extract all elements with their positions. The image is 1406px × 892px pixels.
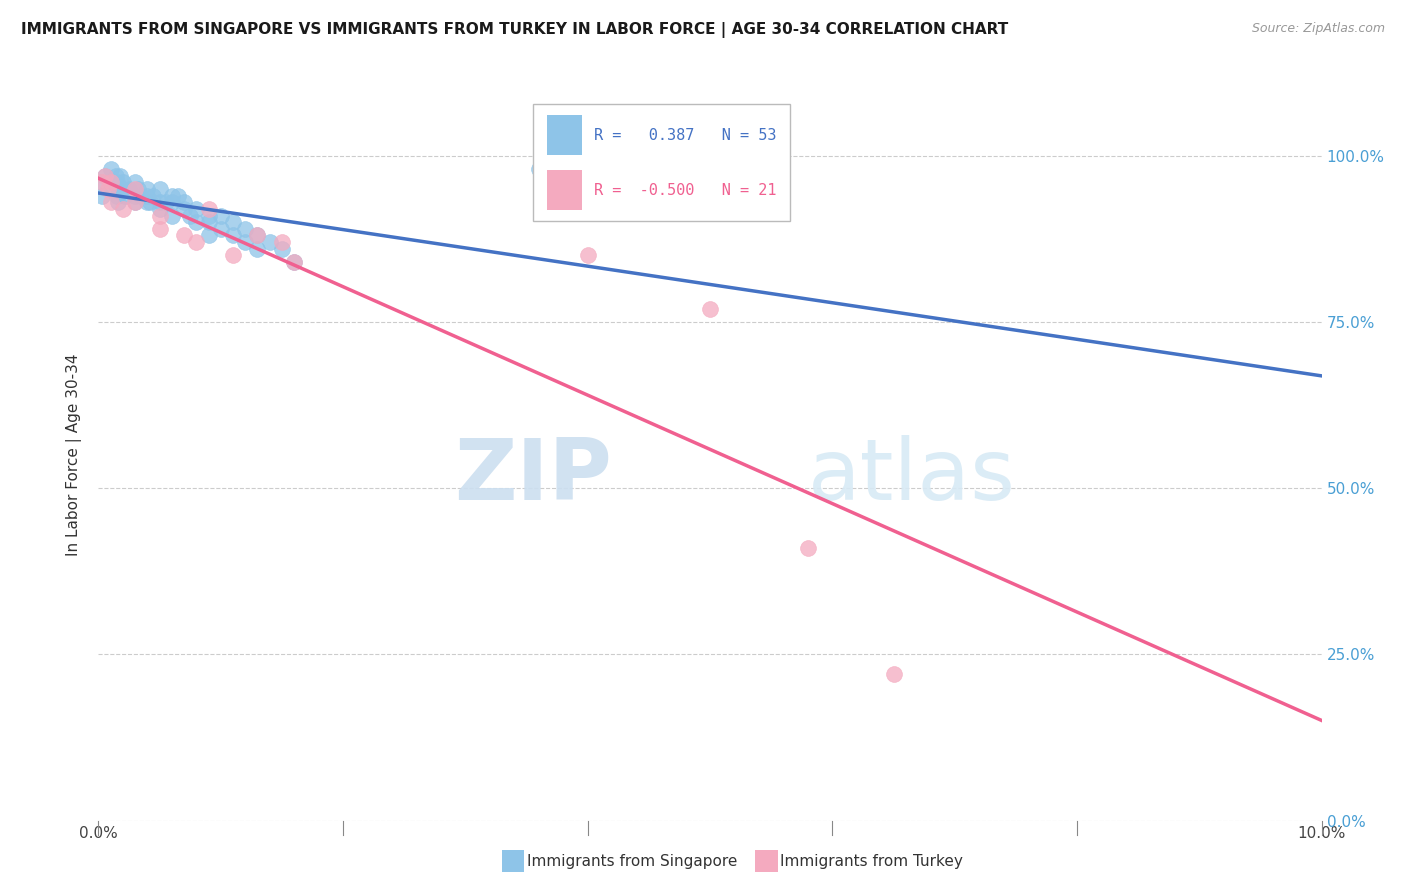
Point	[149, 209, 172, 223]
Point	[222, 248, 245, 262]
Point	[118, 182, 141, 196]
Point	[100, 161, 122, 176]
Point	[149, 222, 172, 236]
Point	[90, 175, 112, 189]
Bar	[547, 169, 582, 210]
Text: Source: ZipAtlas.com: Source: ZipAtlas.com	[1251, 22, 1385, 36]
Point	[576, 248, 599, 262]
Point	[129, 188, 152, 202]
Point	[100, 175, 122, 189]
Text: atlas: atlas	[808, 435, 1017, 518]
Point	[270, 242, 292, 256]
Point	[105, 175, 128, 189]
Point	[142, 188, 165, 202]
Point	[246, 242, 269, 256]
Point	[124, 175, 146, 189]
Point	[139, 195, 162, 210]
Point	[100, 195, 122, 210]
Point	[149, 182, 172, 196]
Point	[186, 235, 208, 249]
Point	[283, 255, 305, 269]
Text: Immigrants from Singapore: Immigrants from Singapore	[527, 855, 738, 869]
Point	[111, 182, 134, 196]
Point	[233, 222, 256, 236]
Point	[104, 169, 127, 183]
Point	[149, 195, 172, 210]
Point	[105, 188, 128, 202]
Point	[93, 169, 115, 183]
Point	[114, 188, 136, 202]
Point	[173, 202, 195, 216]
Point	[222, 215, 245, 229]
FancyBboxPatch shape	[533, 103, 790, 221]
Point	[124, 182, 146, 196]
Point	[527, 161, 550, 176]
Point	[160, 209, 183, 223]
Point	[699, 301, 721, 316]
Point	[222, 228, 245, 243]
Point	[136, 188, 159, 202]
Point	[283, 255, 305, 269]
Point	[160, 195, 183, 210]
Text: R =  -0.500   N = 21: R = -0.500 N = 21	[593, 183, 776, 198]
Point	[111, 175, 134, 189]
Point	[797, 541, 820, 555]
Point	[136, 182, 159, 196]
Point	[160, 188, 183, 202]
Point	[91, 188, 114, 202]
Point	[173, 195, 195, 210]
Point	[197, 202, 219, 216]
Point	[173, 228, 195, 243]
Point	[197, 215, 219, 229]
Point	[246, 228, 269, 243]
Text: Immigrants from Turkey: Immigrants from Turkey	[780, 855, 963, 869]
Point	[186, 202, 208, 216]
Point	[179, 209, 201, 223]
Y-axis label: In Labor Force | Age 30-34: In Labor Force | Age 30-34	[66, 353, 83, 557]
Point	[270, 235, 292, 249]
Point	[883, 667, 905, 681]
Text: IMMIGRANTS FROM SINGAPORE VS IMMIGRANTS FROM TURKEY IN LABOR FORCE | AGE 30-34 C: IMMIGRANTS FROM SINGAPORE VS IMMIGRANTS …	[21, 22, 1008, 38]
Point	[233, 235, 256, 249]
Point	[91, 175, 114, 189]
Point	[110, 169, 132, 183]
Point	[124, 195, 146, 210]
Point	[107, 195, 129, 210]
Point	[124, 195, 146, 210]
Point	[155, 195, 177, 210]
Text: R =   0.387   N = 53: R = 0.387 N = 53	[593, 128, 776, 143]
Point	[197, 228, 219, 243]
Point	[246, 228, 269, 243]
Point	[100, 182, 122, 196]
Point	[186, 215, 208, 229]
Point	[197, 209, 219, 223]
Point	[259, 235, 281, 249]
Point	[111, 202, 134, 216]
Point	[136, 195, 159, 210]
Point	[124, 188, 146, 202]
Bar	[547, 115, 582, 155]
Point	[97, 182, 120, 196]
Point	[93, 169, 115, 183]
Point	[209, 222, 232, 236]
Text: ZIP: ZIP	[454, 435, 612, 518]
Point	[101, 175, 124, 189]
Point	[149, 202, 172, 216]
Point	[127, 182, 149, 196]
Point	[167, 188, 190, 202]
Point	[209, 209, 232, 223]
